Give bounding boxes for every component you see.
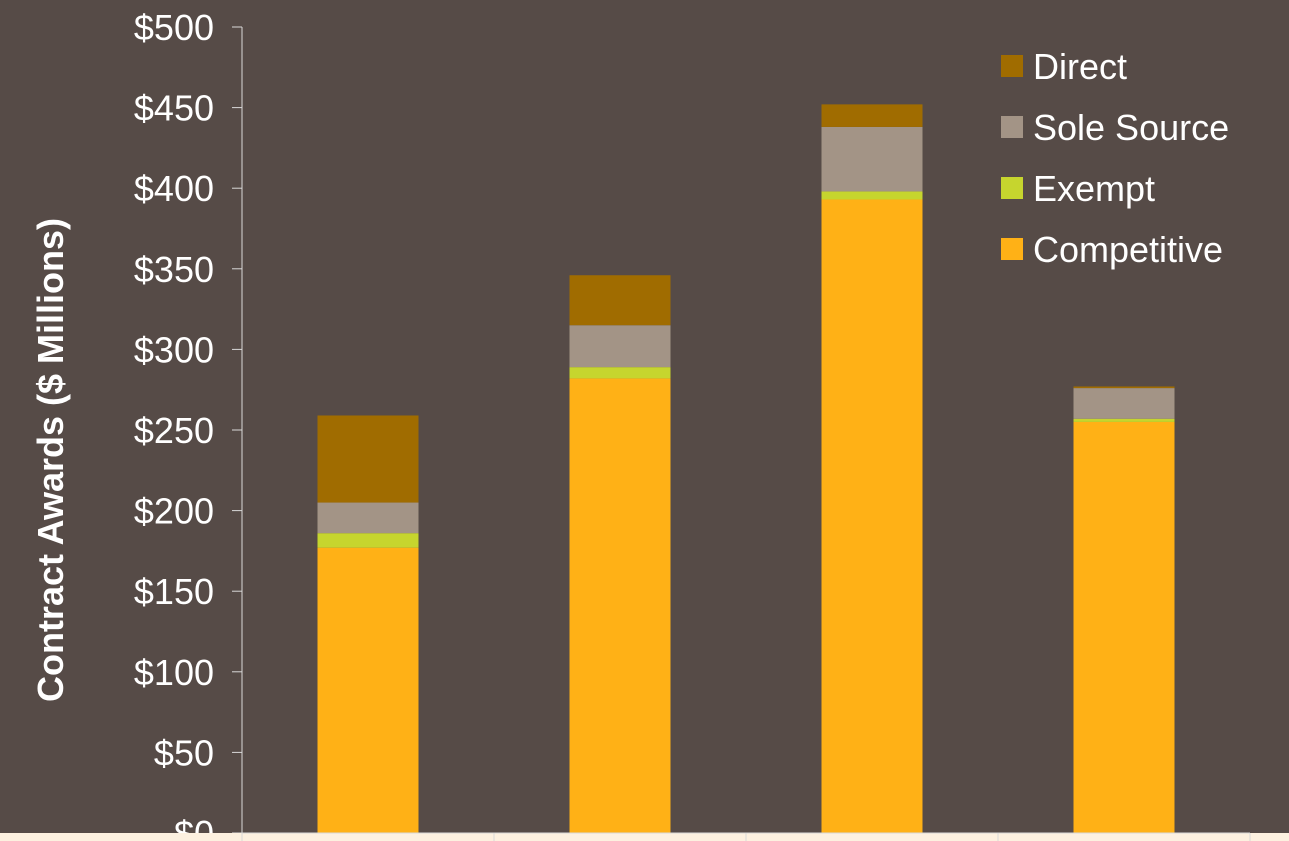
y-axis-title: Contract Awards ($ Millions) bbox=[30, 218, 71, 702]
legend-swatch-direct bbox=[1001, 55, 1023, 77]
legend-label-competitive: Competitive bbox=[1033, 229, 1223, 270]
bar-segment-direct bbox=[1073, 386, 1175, 389]
bars bbox=[317, 104, 1175, 833]
y-tick-label: $50 bbox=[154, 732, 214, 773]
bar-segment-exempt bbox=[1073, 418, 1175, 422]
y-tick-label: $150 bbox=[134, 571, 214, 612]
bottom-band bbox=[0, 833, 1289, 841]
y-axis-ticks: $0$50$100$150$200$250$300$350$400$450$50… bbox=[134, 7, 242, 841]
bar-segment-exempt bbox=[317, 533, 419, 548]
bar-segment-sole-source bbox=[569, 325, 671, 368]
legend-label-direct: Direct bbox=[1033, 46, 1127, 87]
bar-segment-sole-source bbox=[1073, 388, 1175, 419]
y-tick-label: $250 bbox=[134, 410, 214, 451]
bar-segment-competitive bbox=[821, 199, 923, 833]
bar-segment-competitive bbox=[1073, 421, 1175, 833]
y-tick-label: $350 bbox=[134, 249, 214, 290]
bar-segment-competitive bbox=[317, 547, 419, 833]
y-tick-label: $400 bbox=[134, 168, 214, 209]
legend-swatch-exempt bbox=[1001, 177, 1023, 199]
legend-label-sole-source: Sole Source bbox=[1033, 107, 1229, 148]
axes bbox=[241, 27, 1251, 841]
y-tick-label: $200 bbox=[134, 491, 214, 532]
bar-segment-sole-source bbox=[317, 502, 419, 534]
y-tick-label: $100 bbox=[134, 652, 214, 693]
legend-swatch-sole-source bbox=[1001, 116, 1023, 138]
bar-segment-competitive bbox=[569, 378, 671, 833]
bar-segment-direct bbox=[569, 275, 671, 326]
legend-label-exempt: Exempt bbox=[1033, 168, 1155, 209]
legend-swatch-competitive bbox=[1001, 238, 1023, 260]
bar-segment-direct bbox=[317, 415, 419, 503]
y-tick-label: $450 bbox=[134, 88, 214, 129]
bar-segment-exempt bbox=[821, 191, 923, 200]
legend: Direct Sole Source Exempt Competitive bbox=[1001, 46, 1229, 270]
y-tick-label: $500 bbox=[134, 7, 214, 48]
bar-segment-sole-source bbox=[821, 126, 923, 192]
bar-segment-exempt bbox=[569, 367, 671, 379]
bar-segment-direct bbox=[821, 104, 923, 127]
y-tick-label: $300 bbox=[134, 329, 214, 370]
